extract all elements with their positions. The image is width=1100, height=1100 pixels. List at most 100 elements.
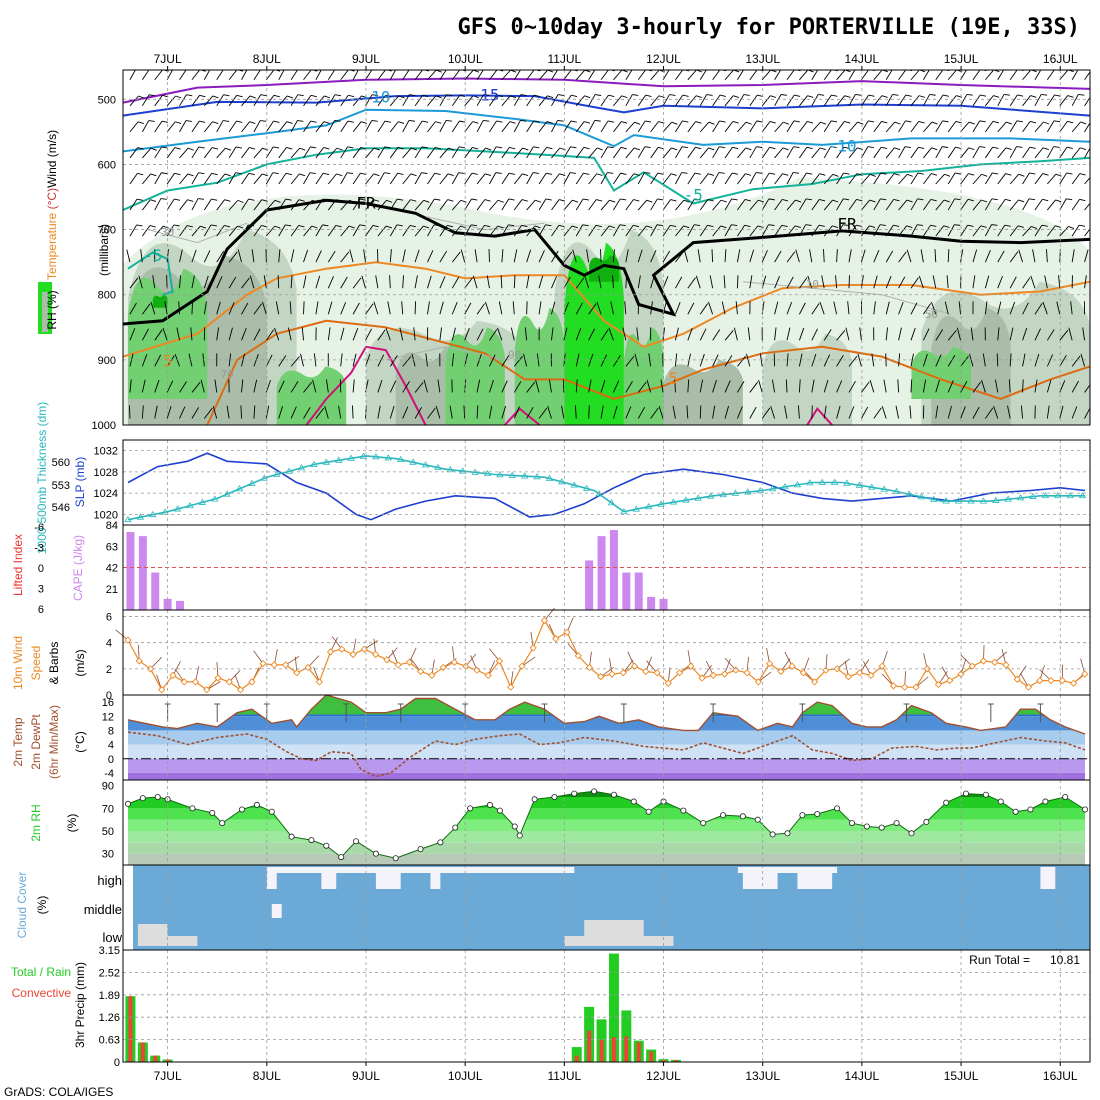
surface-wind-barb bbox=[622, 659, 634, 674]
wind-barb bbox=[575, 224, 584, 237]
wind-barb-flag bbox=[805, 198, 813, 201]
wind-speed-point bbox=[417, 667, 425, 676]
wind-barb-flag bbox=[1031, 226, 1038, 229]
wind-barb bbox=[613, 95, 623, 107]
wind-barb bbox=[1022, 379, 1024, 393]
wind-barb bbox=[389, 405, 395, 419]
thickness-marker bbox=[818, 478, 826, 485]
wind-barb-flag bbox=[571, 225, 578, 229]
wind-barb bbox=[451, 172, 460, 185]
wind-barb bbox=[687, 327, 693, 341]
wind-barb bbox=[749, 225, 759, 237]
wind-barb-flag bbox=[386, 225, 392, 229]
wind-barb bbox=[228, 251, 238, 263]
wind-barb bbox=[312, 379, 317, 393]
wind-barb bbox=[613, 172, 621, 185]
panel-frame bbox=[122, 439, 1091, 526]
wind-barb-flag bbox=[731, 224, 738, 226]
wind-barb-flag bbox=[906, 199, 913, 203]
wind-barb-flag bbox=[683, 199, 690, 203]
wind-speed-point bbox=[934, 680, 943, 689]
wind-barb-flag bbox=[236, 94, 243, 98]
surface-wind-barb bbox=[364, 640, 378, 650]
surface-wind-barb bbox=[1039, 669, 1052, 681]
wind-barb-flag bbox=[559, 199, 566, 202]
wind-barb bbox=[538, 224, 546, 237]
rh-point bbox=[253, 801, 260, 808]
surface-wind-barb bbox=[150, 657, 162, 670]
wind-barb bbox=[365, 199, 374, 211]
thickness-marker bbox=[372, 453, 380, 460]
wind-barb bbox=[303, 70, 312, 81]
wind-barb-flag bbox=[447, 199, 454, 202]
temp-tick-label: -4 bbox=[104, 768, 114, 780]
wind-barb-flag bbox=[780, 94, 788, 96]
wind-barb-flag bbox=[558, 224, 565, 228]
wind-barb bbox=[290, 275, 293, 289]
rh-shade-area bbox=[623, 327, 664, 425]
wind-barb bbox=[588, 353, 594, 367]
low-cloud-block bbox=[167, 936, 198, 946]
wind-barb bbox=[600, 225, 610, 237]
thickness-marker bbox=[1066, 492, 1074, 499]
wind-barb-flag bbox=[1091, 147, 1097, 148]
wind-barb bbox=[464, 224, 472, 237]
wind-barb-flag bbox=[322, 198, 329, 201]
wind-barb bbox=[675, 251, 684, 263]
wind-tick-label: 4 bbox=[106, 638, 112, 650]
wind-barb bbox=[749, 70, 758, 81]
panel-frame bbox=[122, 69, 1091, 426]
wind-barb-flag bbox=[225, 147, 232, 151]
wind-barb bbox=[885, 250, 894, 263]
wind-barb-flag bbox=[793, 120, 800, 123]
wind-barb bbox=[150, 301, 156, 315]
wind-barb-flag bbox=[198, 172, 205, 175]
wind-barb bbox=[435, 405, 441, 419]
wind-barb bbox=[737, 225, 745, 237]
thickness-marker bbox=[186, 501, 194, 509]
low-cloud-block bbox=[137, 924, 168, 946]
contour-label: -5 bbox=[684, 185, 703, 204]
wind-barb bbox=[278, 405, 284, 419]
wind-barb bbox=[476, 94, 485, 107]
wind-barb-flag bbox=[386, 199, 393, 203]
wind-barb bbox=[129, 95, 139, 107]
wind-barb bbox=[724, 405, 730, 419]
wind-barb bbox=[389, 121, 399, 133]
wind-barb bbox=[972, 146, 980, 159]
wind-barb bbox=[588, 147, 598, 159]
wind-barb bbox=[1034, 224, 1043, 237]
wind-barb bbox=[551, 276, 557, 289]
contour-label: -10 bbox=[828, 136, 857, 155]
wind-speed-point bbox=[912, 683, 920, 691]
wind-barb bbox=[464, 147, 473, 159]
wind-barb bbox=[724, 172, 733, 185]
wind-barb-flag bbox=[557, 119, 564, 122]
rh-point bbox=[353, 838, 360, 845]
wind-barb bbox=[575, 172, 584, 185]
wind-barb bbox=[823, 225, 833, 237]
wind-barb bbox=[179, 406, 186, 419]
wind-barb bbox=[489, 94, 498, 107]
wind-barb bbox=[860, 249, 866, 263]
wind-barb bbox=[885, 301, 890, 315]
wind-barb bbox=[538, 147, 547, 159]
wind-barb bbox=[352, 95, 362, 107]
wind-barb-flag bbox=[768, 224, 775, 226]
wind-barb bbox=[770, 405, 776, 419]
wind-barb bbox=[315, 172, 324, 185]
temp-tick-label: 16 bbox=[102, 697, 114, 709]
precip-total-label: Total / Rain bbox=[11, 965, 71, 979]
wind-barb bbox=[265, 70, 275, 81]
wind-barb bbox=[724, 380, 731, 393]
wind-barb bbox=[451, 225, 461, 237]
wind-barb bbox=[588, 225, 597, 237]
wind-speed-point bbox=[518, 662, 526, 670]
wind-barb-flag bbox=[595, 224, 602, 228]
wind-barb-flag bbox=[744, 199, 751, 202]
wind-barb-flag bbox=[1006, 121, 1013, 125]
thickness-marker bbox=[954, 497, 963, 504]
wind-barb bbox=[463, 405, 466, 419]
